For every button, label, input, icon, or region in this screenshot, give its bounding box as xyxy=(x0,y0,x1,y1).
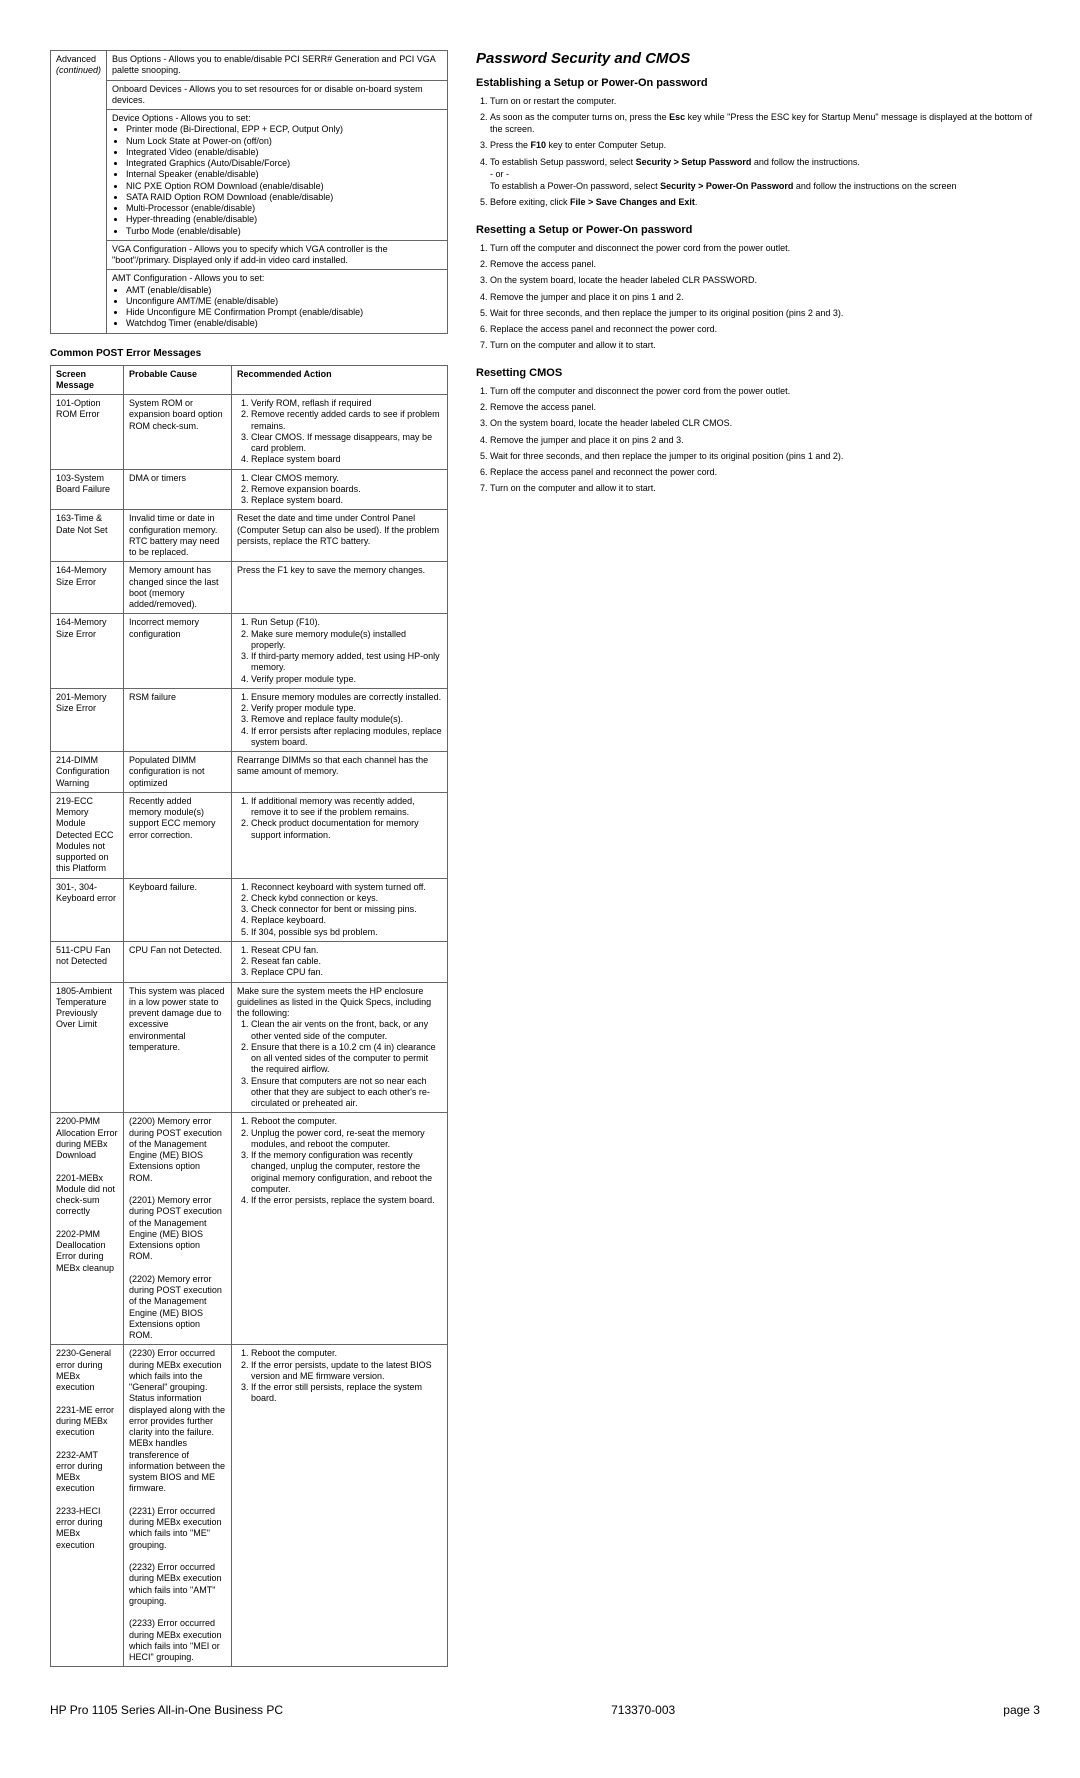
post-action-cell: Rearrange DIMMs so that each channel has… xyxy=(232,752,448,793)
steps-list: Turn off the computer and disconnect the… xyxy=(476,385,1040,494)
post-action-cell: Verify ROM, reflash if requiredRemove re… xyxy=(232,395,448,470)
step-item: To establish Setup password, select Secu… xyxy=(490,156,1040,192)
steps-list: Turn on or restart the computer. As soon … xyxy=(476,95,1040,208)
post-action-cell: Reboot the computer.If the error persist… xyxy=(232,1345,448,1667)
post-msg-cell: 164-Memory Size Error xyxy=(51,562,124,614)
t1-row-3: VGA Configuration - Allows you to specif… xyxy=(107,240,448,270)
post-cause-cell: System ROM or expansion board option ROM… xyxy=(124,395,232,470)
step-item: Turn off the computer and disconnect the… xyxy=(490,385,1040,397)
post-header-action: Recommended Action xyxy=(232,365,448,395)
advanced-label-cell: Advanced (continued) xyxy=(51,51,107,334)
steps-list: Turn off the computer and disconnect the… xyxy=(476,242,1040,351)
footer-partnum: 713370-003 xyxy=(611,1703,675,1717)
post-msg-cell: 1805-Ambient Temperature Previously Over… xyxy=(51,982,124,1113)
left-column: Advanced (continued) Bus Options - Allow… xyxy=(50,50,448,1667)
step-item: Remove the jumper and place it on pins 1… xyxy=(490,291,1040,303)
step-item: Remove the access panel. xyxy=(490,401,1040,413)
post-cause-cell: CPU Fan not Detected. xyxy=(124,941,232,982)
post-action-cell: Ensure memory modules are correctly inst… xyxy=(232,688,448,751)
t1-row-0: Bus Options - Allows you to enable/disab… xyxy=(107,51,448,81)
post-msg-cell: 511-CPU Fan not Detected xyxy=(51,941,124,982)
post-header-msg: Screen Message xyxy=(51,365,124,395)
post-cause-cell: Keyboard failure. xyxy=(124,878,232,941)
step-item: Remove the access panel. xyxy=(490,258,1040,270)
footer-product: HP Pro 1105 Series All-in-One Business P… xyxy=(50,1703,283,1717)
post-msg-cell: 164-Memory Size Error xyxy=(51,614,124,689)
post-msg-cell: 101-Option ROM Error xyxy=(51,395,124,470)
post-msg-cell: 214-DIMM Configuration Warning xyxy=(51,752,124,793)
post-cause-cell: Incorrect memory configuration xyxy=(124,614,232,689)
t1-row-2: Device Options - Allows you to set:Print… xyxy=(107,110,448,241)
advanced-options-table: Advanced (continued) Bus Options - Allow… xyxy=(50,50,448,334)
step-item: As soon as the computer turns on, press … xyxy=(490,111,1040,135)
page-footer: HP Pro 1105 Series All-in-One Business P… xyxy=(50,1703,1040,1717)
post-msg-cell: 2230-General error during MEBx execution… xyxy=(51,1345,124,1667)
post-cause-cell: RSM failure xyxy=(124,688,232,751)
post-action-cell: Reset the date and time under Control Pa… xyxy=(232,510,448,562)
step-item: Turn off the computer and disconnect the… xyxy=(490,242,1040,254)
password-security-title: Password Security and CMOS xyxy=(476,50,1040,67)
step-item: Replace the access panel and reconnect t… xyxy=(490,323,1040,335)
step-item: Before exiting, click File > Save Change… xyxy=(490,196,1040,208)
post-msg-cell: 163-Time & Date Not Set xyxy=(51,510,124,562)
step-item: On the system board, locate the header l… xyxy=(490,274,1040,286)
post-cause-cell: Populated DIMM configuration is not opti… xyxy=(124,752,232,793)
post-error-table: Screen Message Probable Cause Recommende… xyxy=(50,365,448,1668)
step-item: Turn on or restart the computer. xyxy=(490,95,1040,107)
post-cause-cell: DMA or timers xyxy=(124,469,232,510)
post-action-cell: If additional memory was recently added,… xyxy=(232,792,448,878)
post-action-cell: Press the F1 key to save the memory chan… xyxy=(232,562,448,614)
post-header-cause: Probable Cause xyxy=(124,365,232,395)
post-cause-cell: Memory amount has changed since the last… xyxy=(124,562,232,614)
section-heading: Establishing a Setup or Power-On passwor… xyxy=(476,77,1040,89)
post-cause-cell: This system was placed in a low power st… xyxy=(124,982,232,1113)
post-msg-cell: 103-System Board Failure xyxy=(51,469,124,510)
post-action-cell: Reboot the computer.Unplug the power cor… xyxy=(232,1113,448,1345)
post-action-cell: Reseat CPU fan.Reseat fan cable.Replace … xyxy=(232,941,448,982)
section-heading: Resetting CMOS xyxy=(476,367,1040,379)
footer-page: page 3 xyxy=(1003,1703,1040,1717)
post-action-cell: Reconnect keyboard with system turned of… xyxy=(232,878,448,941)
step-item: Remove the jumper and place it on pins 2… xyxy=(490,434,1040,446)
post-action-cell: Run Setup (F10).Make sure memory module(… xyxy=(232,614,448,689)
post-cause-cell: Invalid time or date in configuration me… xyxy=(124,510,232,562)
post-action-cell: Make sure the system meets the HP enclos… xyxy=(232,982,448,1113)
post-cause-cell: (2230) Error occurred during MEBx execut… xyxy=(124,1345,232,1667)
t1-row-1: Onboard Devices - Allows you to set reso… xyxy=(107,80,448,110)
advanced-label: Advanced xyxy=(56,54,96,64)
post-msg-cell: 219-ECC Memory Module Detected ECC Modul… xyxy=(51,792,124,878)
post-cause-cell: (2200) Memory error during POST executio… xyxy=(124,1113,232,1345)
step-item: Turn on the computer and allow it to sta… xyxy=(490,482,1040,494)
step-item: Wait for three seconds, and then replace… xyxy=(490,450,1040,462)
step-item: On the system board, locate the header l… xyxy=(490,417,1040,429)
post-cause-cell: Recently added memory module(s) support … xyxy=(124,792,232,878)
post-error-title: Common POST Error Messages xyxy=(50,348,448,359)
post-msg-cell: 301-, 304-Keyboard error xyxy=(51,878,124,941)
step-item: Wait for three seconds, and then replace… xyxy=(490,307,1040,319)
step-item: Press the F10 key to enter Computer Setu… xyxy=(490,139,1040,151)
post-action-cell: Clear CMOS memory.Remove expansion board… xyxy=(232,469,448,510)
post-msg-cell: 2200-PMM Allocation Error during MEBx Do… xyxy=(51,1113,124,1345)
post-msg-cell: 201-Memory Size Error xyxy=(51,688,124,751)
t1-row-4: AMT Configuration - Allows you to set:AM… xyxy=(107,270,448,333)
step-item: Turn on the computer and allow it to sta… xyxy=(490,339,1040,351)
right-column: Password Security and CMOS Establishing … xyxy=(476,50,1040,1667)
advanced-continued: (continued) xyxy=(56,65,101,75)
step-item: Replace the access panel and reconnect t… xyxy=(490,466,1040,478)
section-heading: Resetting a Setup or Power-On password xyxy=(476,224,1040,236)
